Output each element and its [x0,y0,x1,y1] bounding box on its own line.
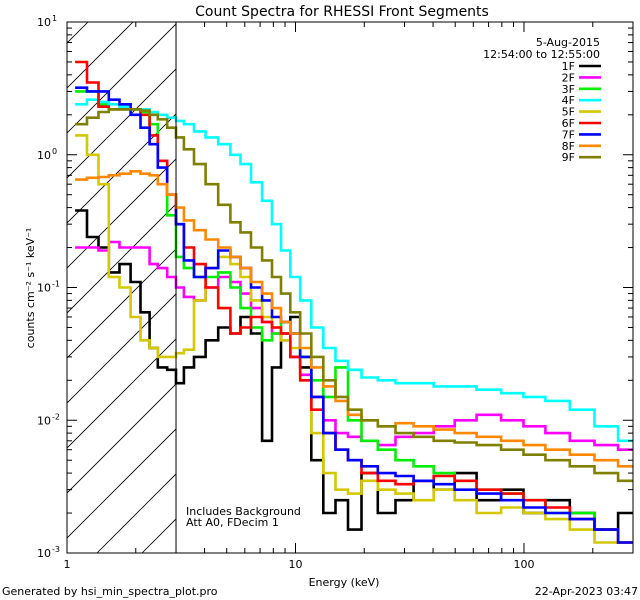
y-tick-exponent: -1 [52,280,60,289]
legend-label-3F: 3F [562,83,575,96]
x-tick-label: 1 [64,558,71,571]
y-tick-exponent: 1 [52,14,57,23]
hatch-line [67,23,177,134]
y-tick-label: 10 [37,149,51,162]
series-line-4F [75,98,633,443]
time-range-label: 12:54:00 to 12:55:00 [483,48,600,61]
footer-timestamp: 22-Apr-2023 03:47 [535,585,638,598]
x-tick-label: 10 [288,558,302,571]
legend-label-2F: 2F [562,71,575,84]
series-line-5F [75,134,633,544]
legend-label-9F: 9F [562,151,575,164]
footer-generated-by: Generated by hsi_min_spectra_plot.pro [2,585,218,598]
hatch-line [67,383,177,494]
hatch-line [67,248,177,359]
legend-label-8F: 8F [562,140,575,153]
legend-label-1F: 1F [562,60,575,73]
hatch-line [67,203,177,314]
y-tick-label: 10 [37,282,51,295]
series-line-7F [75,86,633,544]
y-tick-label: 10 [37,16,51,29]
series-line-6F [75,60,633,544]
hatch-line [67,428,177,539]
hatched-region [67,22,177,553]
series-lines [75,60,633,544]
plot-frame [66,21,634,554]
legend-label-4F: 4F [562,94,575,107]
y-tick-exponent: -2 [52,412,60,421]
x-tick-label: 100 [513,558,534,571]
annotation-attenuator: Att A0, FDecim 1 [186,516,279,529]
legend-label-5F: 5F [562,106,575,119]
series-line-1F [75,209,633,531]
y-axis-label: counts cm⁻² s⁻¹ keV⁻¹ [24,228,37,349]
legend-label-6F: 6F [562,117,575,130]
series-line-3F [75,90,633,544]
chart-title: Count Spectra for RHESSI Front Segments [195,4,489,20]
date-label: 5-Aug-2015 [536,36,600,49]
series-line-9F [75,108,633,483]
legend-label-7F: 7F [562,128,575,141]
series-line-8F [75,170,633,468]
y-tick-exponent: -3 [52,545,60,554]
series-line-2F [75,240,633,451]
y-tick-label: 10 [37,414,51,427]
y-tick-exponent: 0 [52,147,57,156]
x-axis-label: Energy (keV) [309,576,380,589]
y-tick-label: 10 [37,547,51,560]
annotation-background: Includes Background [186,505,301,518]
